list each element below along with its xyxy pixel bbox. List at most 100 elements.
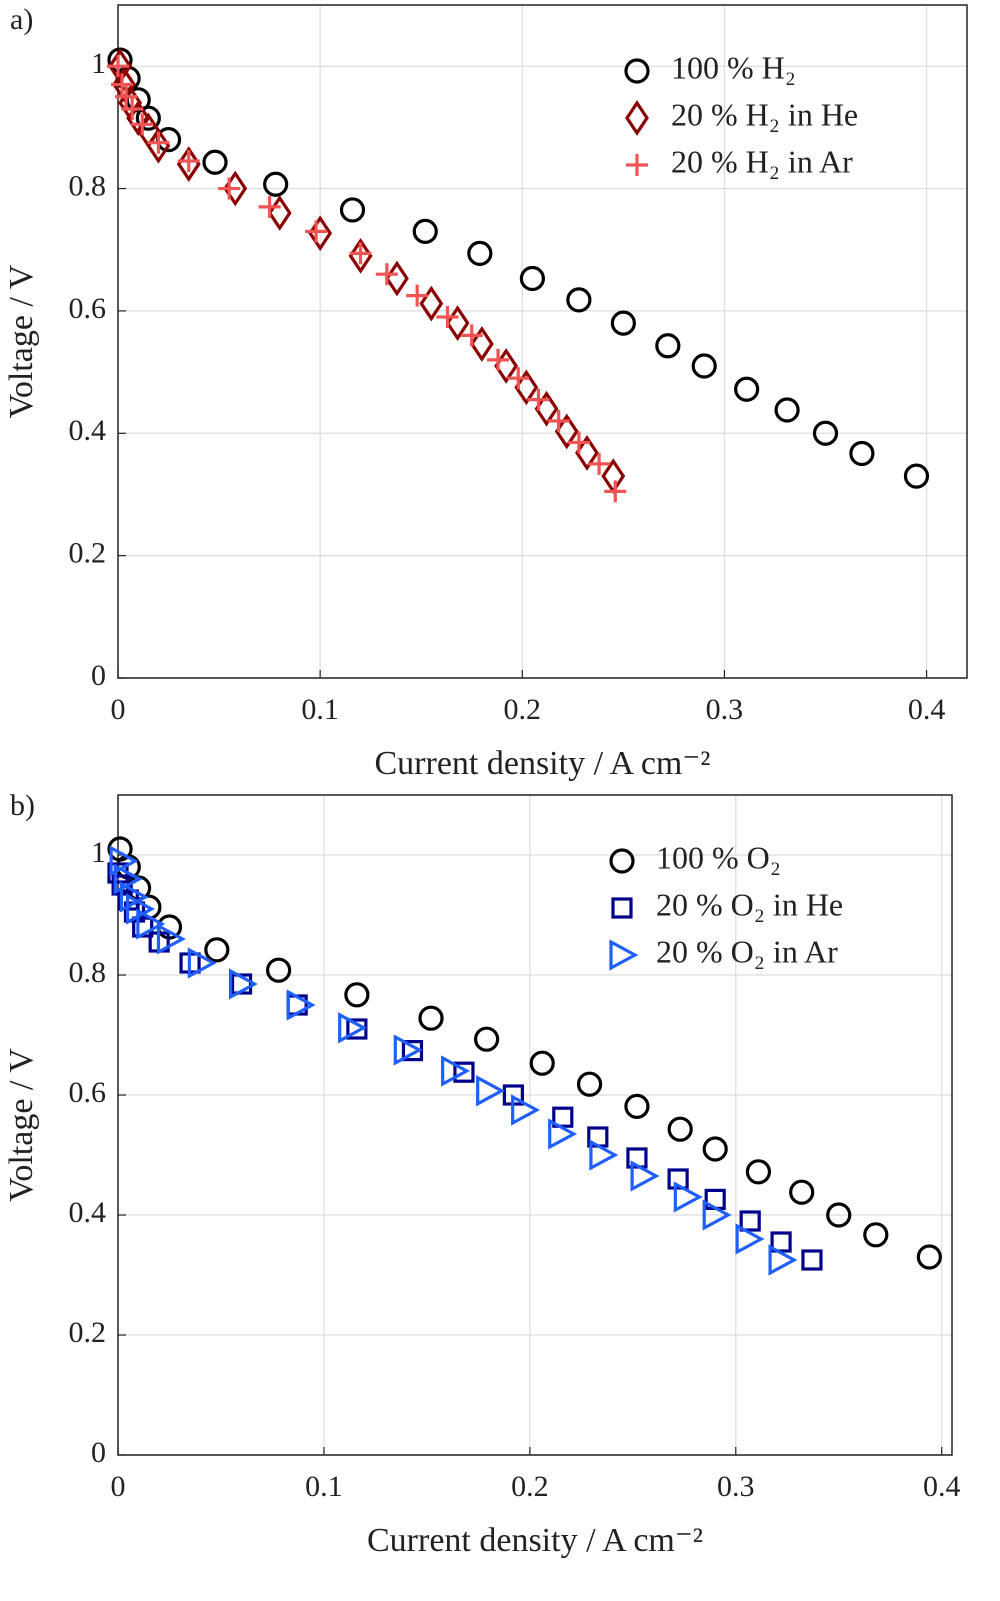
legend-marker xyxy=(609,848,635,874)
data-point xyxy=(111,73,134,96)
y-tick-label: 0 xyxy=(91,1436,106,1469)
data-point xyxy=(349,242,372,265)
plot-frame xyxy=(117,4,968,679)
data-point xyxy=(567,431,590,454)
panel-label: b) xyxy=(10,789,35,822)
data-point xyxy=(511,1094,541,1126)
data-point xyxy=(826,1202,852,1228)
y-tick-label: 1 xyxy=(91,836,106,869)
data-point xyxy=(339,197,366,223)
data-point xyxy=(107,55,129,78)
data-point xyxy=(385,260,409,297)
data-point xyxy=(204,937,230,963)
data-point xyxy=(267,195,292,231)
data-point xyxy=(589,1139,619,1171)
data-point xyxy=(735,1223,765,1255)
y-axis-label: Voltage / V xyxy=(3,264,40,418)
data-point xyxy=(453,1061,475,1083)
data-point xyxy=(258,195,281,218)
data-point xyxy=(770,1231,792,1253)
legend-marker xyxy=(626,154,648,176)
data-point xyxy=(115,85,138,108)
data-point xyxy=(136,908,166,940)
data-point xyxy=(507,367,530,390)
x-tick-label: 0.1 xyxy=(305,1470,343,1503)
x-tick-label: 0.4 xyxy=(923,1470,961,1503)
data-point xyxy=(529,1050,555,1076)
data-point xyxy=(346,1018,368,1040)
data-point xyxy=(147,131,170,154)
y-axis-label: Voltage / V xyxy=(3,1048,40,1202)
x-tick-label: 0.3 xyxy=(706,693,744,726)
x-axis-label: Current density / A cm⁻² xyxy=(375,745,711,782)
data-point xyxy=(263,171,289,197)
legend-label: 20 % O₂ in Ar xyxy=(656,933,838,969)
data-point xyxy=(812,420,839,446)
data-point xyxy=(789,1179,815,1205)
legend-label: 20 % H₂ in He xyxy=(671,96,858,132)
data-point xyxy=(849,440,875,467)
legend-label: 20 % O₂ in He xyxy=(656,886,843,922)
x-tick-label: 0.2 xyxy=(511,1470,549,1503)
data-point xyxy=(588,452,611,475)
data-point xyxy=(702,1199,732,1231)
data-point xyxy=(445,305,470,342)
legend-label: 100 % O₂ xyxy=(656,839,781,875)
data-point xyxy=(177,150,200,173)
data-point xyxy=(375,263,398,286)
x-tick-label: 0 xyxy=(111,693,126,726)
data-point xyxy=(801,1249,823,1271)
y-tick-label: 0.4 xyxy=(69,414,107,447)
data-point xyxy=(527,388,550,411)
data-point xyxy=(624,1093,650,1120)
data-point xyxy=(228,968,258,1000)
data-point xyxy=(305,220,328,243)
data-point xyxy=(230,973,253,995)
x-tick-label: 0 xyxy=(111,1470,126,1503)
data-point xyxy=(202,149,228,175)
data-point xyxy=(218,177,241,200)
data-point xyxy=(406,284,429,307)
data-point xyxy=(667,1168,689,1190)
x-tick-label: 0.4 xyxy=(908,693,946,726)
legend-marker xyxy=(624,58,650,84)
data-point xyxy=(187,947,217,979)
data-point xyxy=(121,98,144,121)
data-point xyxy=(739,1210,761,1232)
data-point xyxy=(667,1116,693,1142)
data-point xyxy=(655,333,681,359)
data-point xyxy=(774,397,800,423)
data-point xyxy=(916,1244,942,1270)
data-point xyxy=(610,310,636,336)
data-point xyxy=(903,463,930,489)
y-tick-label: 0 xyxy=(91,659,106,692)
legend-marker xyxy=(611,897,633,919)
data-point xyxy=(460,324,483,347)
data-point xyxy=(487,348,510,371)
x-tick-label: 0.1 xyxy=(301,693,339,726)
data-point xyxy=(474,1026,500,1052)
data-point xyxy=(601,458,626,494)
y-tick-label: 1 xyxy=(91,47,106,80)
legend-marker xyxy=(609,939,639,971)
y-tick-label: 0.6 xyxy=(69,1076,107,1109)
data-point xyxy=(702,1136,728,1162)
data-point xyxy=(604,480,627,503)
legend-label: 100 % H₂ xyxy=(671,49,796,85)
data-point xyxy=(418,1005,444,1031)
y-tick-label: 0.2 xyxy=(69,537,107,570)
y-tick-label: 0.2 xyxy=(69,1316,107,1349)
data-point xyxy=(469,326,494,362)
plot-frame xyxy=(117,794,953,1456)
data-point xyxy=(673,1181,703,1213)
data-point xyxy=(552,1106,574,1128)
data-point xyxy=(419,285,444,322)
data-point xyxy=(630,1160,660,1192)
data-point xyxy=(135,105,161,131)
data-point xyxy=(863,1222,889,1248)
data-point xyxy=(344,982,370,1008)
data-point xyxy=(266,957,292,983)
data-point xyxy=(768,1244,798,1276)
